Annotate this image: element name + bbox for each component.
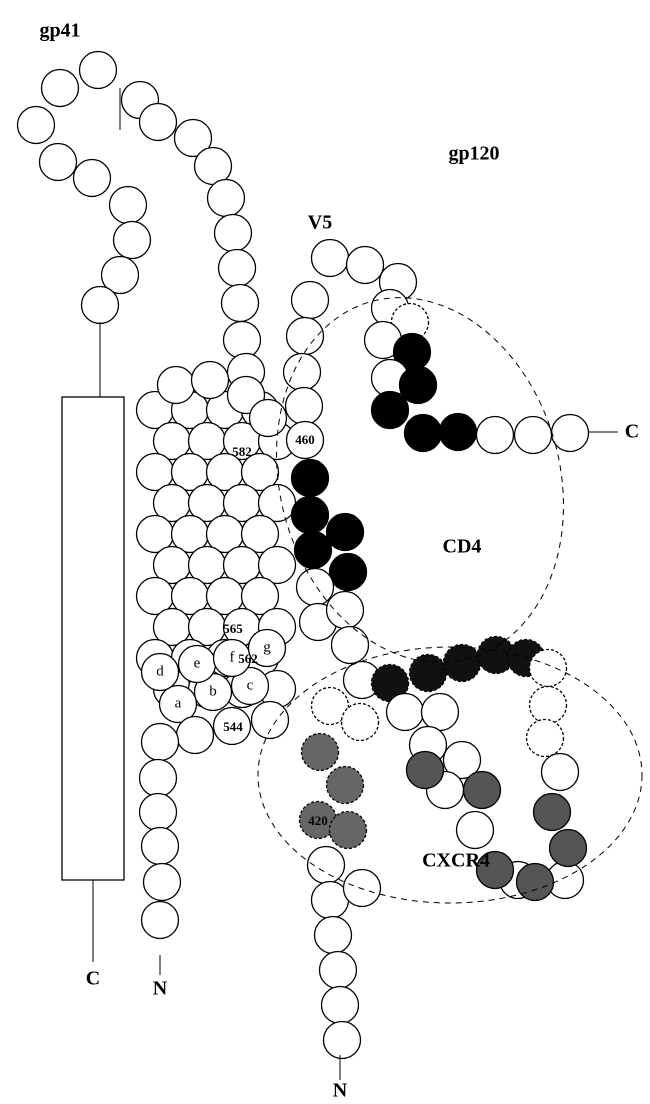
region-label: V5: [308, 212, 332, 234]
residue: [534, 794, 571, 831]
residue: [142, 724, 179, 761]
residue: [287, 318, 324, 355]
residue: [327, 514, 364, 551]
residue: [142, 828, 179, 865]
residue: [405, 415, 442, 452]
diagram: gp41 gp120 V5 CD4 CXCR4 C N C N 582 565 56…: [0, 0, 650, 1104]
residue: [327, 592, 364, 629]
residue: [110, 187, 147, 224]
residue: [550, 830, 587, 867]
residue: [292, 497, 329, 534]
terminus: C: [86, 968, 100, 990]
residue: [177, 717, 214, 754]
residue: [422, 694, 459, 731]
residue: [330, 554, 367, 591]
residue-number: 544: [223, 719, 243, 734]
residue: [297, 569, 334, 606]
residue: [222, 285, 259, 322]
residue: [457, 812, 494, 849]
heptad-position: f: [230, 649, 235, 665]
residue: [18, 107, 55, 144]
residue: [42, 70, 79, 107]
residue: [215, 215, 252, 252]
heptad-position: e: [194, 655, 201, 671]
terminus: N: [153, 978, 168, 1000]
residue: [82, 287, 119, 324]
residue: [347, 247, 384, 284]
heptad-position: c: [247, 677, 254, 693]
residue: [292, 460, 329, 497]
residue: [40, 144, 77, 181]
residue: [250, 400, 287, 437]
residue: [158, 367, 195, 404]
residue: [292, 282, 329, 319]
transmembrane-box: [62, 397, 124, 880]
heptad-position: a: [175, 695, 182, 711]
residue-number: 582: [232, 444, 252, 459]
terminus: C: [625, 421, 639, 443]
residue: [477, 417, 514, 454]
residue: [315, 917, 352, 954]
residue: [407, 752, 444, 789]
residue: [140, 794, 177, 831]
residue-number: 420: [308, 813, 328, 828]
residue: [295, 532, 332, 569]
region-label: CXCR4: [422, 850, 490, 872]
heptad-position: g: [263, 639, 271, 655]
residue: [515, 417, 552, 454]
residue-number: 562: [238, 651, 258, 666]
residue: [320, 952, 357, 989]
residue-number: 460: [295, 432, 315, 447]
residue: [332, 627, 369, 664]
residue: [552, 415, 589, 452]
residue: [142, 902, 179, 939]
residue: [192, 362, 229, 399]
residue: [330, 812, 367, 849]
heptad-position: b: [209, 683, 217, 699]
residue: [322, 987, 359, 1024]
residue: [440, 414, 477, 451]
residue: [140, 104, 177, 141]
residue: [80, 52, 117, 89]
heptad-position: d: [156, 663, 164, 679]
residue: [372, 392, 409, 429]
residue: [387, 694, 424, 731]
residue: [312, 240, 349, 277]
region-label: CD4: [443, 536, 482, 558]
residue: [208, 180, 245, 217]
residue: [74, 160, 111, 197]
residue: [286, 388, 323, 425]
residue: [284, 354, 321, 391]
residue: [527, 720, 564, 757]
terminus: N: [333, 1080, 348, 1102]
residue: [224, 322, 261, 359]
residue: [324, 1022, 361, 1059]
residue: [302, 734, 339, 771]
residue: [252, 702, 289, 739]
residue: [140, 760, 177, 797]
residue: [342, 704, 379, 741]
residue: [530, 687, 567, 724]
title: gp41: [39, 20, 80, 42]
residue: [464, 772, 501, 809]
residue: [219, 250, 256, 287]
residue: [144, 864, 181, 901]
residue: [327, 767, 364, 804]
residue: [542, 754, 579, 791]
title: gp120: [448, 143, 499, 165]
residue: [400, 367, 437, 404]
residue: [114, 222, 151, 259]
residue: [530, 650, 567, 687]
residue-number: 565: [223, 621, 243, 636]
residue: [444, 645, 481, 682]
residue: [517, 864, 554, 901]
residue: [344, 870, 381, 907]
